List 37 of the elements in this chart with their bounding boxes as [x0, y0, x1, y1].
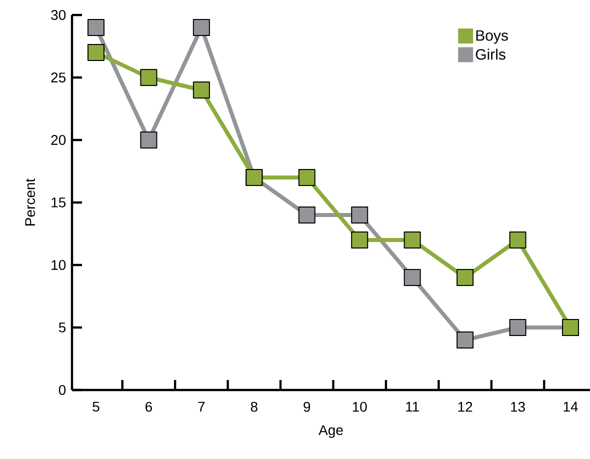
- point: [140, 131, 158, 148]
- x-tick-label: 6: [146, 402, 152, 412]
- y-tick-label: 15: [52, 198, 66, 208]
- point: [404, 269, 421, 286]
- point: [192, 81, 210, 98]
- point: [298, 168, 316, 186]
- point: [87, 18, 104, 36]
- point: [351, 232, 368, 248]
- x-tick-label: 5: [92, 402, 100, 412]
- y-tick-label: 20: [51, 135, 66, 145]
- point: [140, 68, 158, 86]
- point: [404, 232, 421, 248]
- x-axis-title: Age: [318, 425, 343, 438]
- x-tick-label: 13: [511, 402, 525, 412]
- y-axis-title: Percent: [25, 178, 36, 226]
- x-tick-label: 14: [564, 402, 578, 412]
- x-tick-label: 12: [458, 402, 472, 412]
- legend-label: Boys: [476, 30, 508, 44]
- point: [192, 18, 210, 36]
- y-tick-label: 0: [58, 385, 66, 395]
- point: [509, 319, 526, 336]
- point: [509, 232, 526, 248]
- x-tick-label: 7: [198, 402, 205, 412]
- x-tick-label: 11: [406, 402, 419, 412]
- point: [351, 206, 368, 224]
- point: [298, 206, 316, 224]
- point: [87, 44, 104, 61]
- y-tick-label: 30: [51, 10, 66, 20]
- legend-label: Girls: [476, 48, 506, 60]
- y-tick-label: 5: [58, 322, 66, 332]
- y-tick-label: 25: [51, 72, 66, 82]
- x-tick-label: 8: [250, 402, 258, 412]
- point: [456, 332, 474, 348]
- point: [456, 269, 474, 286]
- x-tick-label: 10: [352, 402, 367, 412]
- x-tick-label: 9: [304, 402, 310, 412]
- y-tick-label: 10: [52, 260, 66, 270]
